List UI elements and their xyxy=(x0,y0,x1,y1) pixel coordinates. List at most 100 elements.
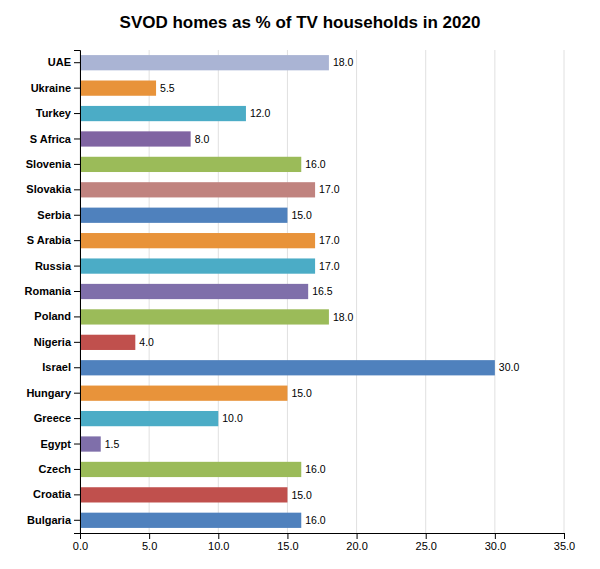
grid-line xyxy=(564,50,565,533)
grid-line xyxy=(494,50,495,533)
tick-label: Turkey xyxy=(36,107,72,119)
bar xyxy=(80,131,191,146)
bar xyxy=(80,258,315,273)
tick: Turkey xyxy=(36,107,80,119)
tick: 0.0 xyxy=(73,533,88,552)
data-label: 17.0 xyxy=(319,234,340,246)
bar xyxy=(80,284,308,299)
tick-label: 35.0 xyxy=(554,540,575,552)
axis-line xyxy=(81,534,565,540)
tick-mark xyxy=(74,240,80,241)
tick-mark xyxy=(564,533,565,539)
tick-label: Nigeria xyxy=(34,336,72,348)
plot: 0.0 5.0 10.0 15.0 20.0 25.0 30.0 35.0 UAE Ukraine… xyxy=(25,50,576,552)
tick-mark xyxy=(74,266,80,267)
tick-label: 25.0 xyxy=(416,540,437,552)
tick-label: Croatia xyxy=(33,488,72,500)
data-label: 5.5 xyxy=(160,82,175,94)
tick-label: Bulgaria xyxy=(27,514,72,526)
tick: Serbia xyxy=(37,209,80,221)
bar xyxy=(80,309,329,324)
tick-mark xyxy=(74,494,80,495)
tick: Hungary xyxy=(26,387,80,399)
tick: Bulgaria xyxy=(27,514,80,526)
tick-mark xyxy=(74,342,80,343)
tick-label: Poland xyxy=(34,310,71,322)
data-label: 16.5 xyxy=(312,285,333,297)
tick-mark xyxy=(74,88,80,89)
bar xyxy=(80,487,287,502)
tick: Greece xyxy=(34,412,80,424)
tick-mark xyxy=(74,215,80,216)
bar xyxy=(80,182,315,197)
tick-mark xyxy=(74,520,80,521)
tick-label: 0.0 xyxy=(73,540,88,552)
tick-label: Israel xyxy=(42,361,71,373)
tick-mark xyxy=(74,164,80,165)
bar xyxy=(80,462,301,477)
tick-mark xyxy=(74,189,80,190)
bar xyxy=(80,335,135,350)
tick-mark xyxy=(74,113,80,114)
data-label: 15.0 xyxy=(291,489,312,501)
tick-label: 30.0 xyxy=(485,540,506,552)
tick: UAE xyxy=(48,56,80,68)
tick: Ukraine xyxy=(31,82,80,94)
data-label: 17.0 xyxy=(319,183,340,195)
tick-mark xyxy=(74,138,80,139)
bar xyxy=(80,513,301,528)
tick-mark xyxy=(74,418,80,419)
tick-mark xyxy=(74,469,80,470)
data-label: 10.0 xyxy=(222,412,243,424)
tick: Croatia xyxy=(33,488,80,500)
tick-label: Romania xyxy=(25,285,72,297)
tick-label: 20.0 xyxy=(346,540,367,552)
tick-label: Egypt xyxy=(40,438,71,450)
tick-mark xyxy=(74,291,80,292)
bar xyxy=(80,106,246,121)
bar xyxy=(80,55,329,70)
tick-mark xyxy=(74,444,80,445)
tick: 15.0 xyxy=(277,533,298,552)
data-label: 16.0 xyxy=(305,158,326,170)
bar xyxy=(80,360,495,375)
tick: Romania xyxy=(25,285,80,297)
tick-mark xyxy=(357,533,358,539)
tick-mark xyxy=(218,533,219,539)
tick: 10.0 xyxy=(208,533,229,552)
grid-line xyxy=(425,50,426,533)
tick-label: Greece xyxy=(34,412,71,424)
x-axis: 0.0 5.0 10.0 15.0 20.0 25.0 30.0 35.0 xyxy=(73,533,575,552)
bar xyxy=(80,436,101,451)
axis-line xyxy=(74,51,81,534)
tick: 35.0 xyxy=(554,533,575,552)
bar xyxy=(80,386,287,401)
tick-label: Slovenia xyxy=(26,158,72,170)
tick: 5.0 xyxy=(142,533,157,552)
tick-label: Serbia xyxy=(37,209,72,221)
data-label: 16.0 xyxy=(305,514,326,526)
grid xyxy=(80,50,564,533)
tick: 30.0 xyxy=(485,533,506,552)
data-label: 18.0 xyxy=(333,311,354,323)
tick-mark xyxy=(74,367,80,368)
grid-line xyxy=(356,50,357,533)
bar xyxy=(80,157,301,172)
tick: S Africa xyxy=(30,132,80,144)
tick-label: 5.0 xyxy=(142,540,157,552)
chart: 0.0 5.0 10.0 15.0 20.0 25.0 30.0 35.0 UAE Ukraine… xyxy=(0,0,600,569)
tick: Slovenia xyxy=(26,158,80,170)
data-label: 8.0 xyxy=(195,133,210,145)
data-label: 4.0 xyxy=(139,336,154,348)
tick-mark xyxy=(74,316,80,317)
data-label: 1.5 xyxy=(105,438,120,450)
tick: Israel xyxy=(42,361,80,373)
tick-label: UAE xyxy=(48,56,71,68)
tick-label: 10.0 xyxy=(208,540,229,552)
tick-mark xyxy=(426,533,427,539)
data-label: 12.0 xyxy=(250,107,271,119)
tick-label: Hungary xyxy=(26,387,72,399)
tick: Nigeria xyxy=(34,336,80,348)
data-label: 15.0 xyxy=(291,209,312,221)
y-axis: UAEUkraineTurkeyS AfricaSloveniaSlovakia… xyxy=(25,51,81,534)
